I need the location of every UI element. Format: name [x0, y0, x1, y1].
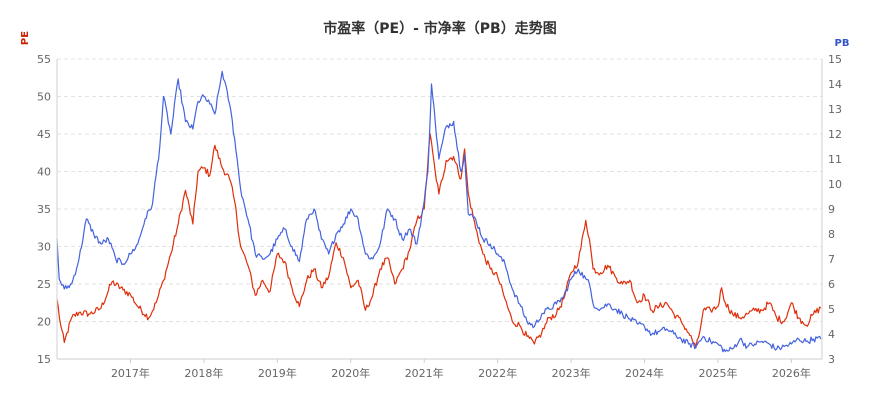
x-tick-label: 2022年 [478, 366, 517, 380]
right-axis-label: PB [835, 38, 850, 49]
right-tick-label: 4 [828, 328, 835, 341]
right-tick-label: 3 [828, 353, 835, 366]
right-tick-label: 7 [828, 253, 835, 266]
x-tick-label: 2023年 [552, 366, 591, 380]
left-tick-label: 20 [37, 316, 51, 329]
right-tick-label: 10 [828, 178, 842, 191]
x-tick-label: 2025年 [698, 366, 737, 380]
x-tick-label: 2018年 [184, 366, 223, 380]
right-tick-label: 8 [828, 228, 835, 241]
x-tick-label: 2026年 [772, 366, 811, 380]
axis-layer: 1520253035404550553456789101112131415201… [37, 53, 842, 380]
right-tick-label: 12 [828, 128, 842, 141]
series-layer [56, 70, 822, 353]
x-tick-label: 2021年 [405, 366, 444, 380]
x-tick-label: 2020年 [331, 366, 370, 380]
left-tick-label: 40 [37, 166, 51, 179]
right-tick-label: 13 [828, 103, 842, 116]
x-tick-label: 2019年 [258, 366, 297, 380]
left-tick-label: 45 [37, 128, 51, 141]
right-tick-label: 11 [828, 153, 842, 166]
right-tick-label: 6 [828, 278, 835, 291]
left-axis-label: PE [20, 31, 31, 45]
left-tick-label: 25 [37, 278, 51, 291]
right-tick-label: 9 [828, 203, 835, 216]
x-tick-label: 2017年 [111, 366, 150, 380]
right-tick-label: 15 [828, 53, 842, 66]
left-tick-label: 35 [37, 203, 51, 216]
right-tick-label: 5 [828, 303, 835, 316]
left-tick-label: 15 [37, 353, 51, 366]
chart-title: 市盈率（PE）- 市净率（PB）走势图 [323, 20, 556, 37]
x-tick-label: 2024年 [625, 366, 664, 380]
left-tick-label: 50 [37, 91, 51, 104]
right-tick-label: 14 [828, 78, 842, 91]
grid-layer [57, 58, 822, 322]
left-tick-label: 30 [37, 241, 51, 254]
left-tick-label: 55 [37, 53, 51, 66]
series-line-pb [56, 70, 822, 353]
